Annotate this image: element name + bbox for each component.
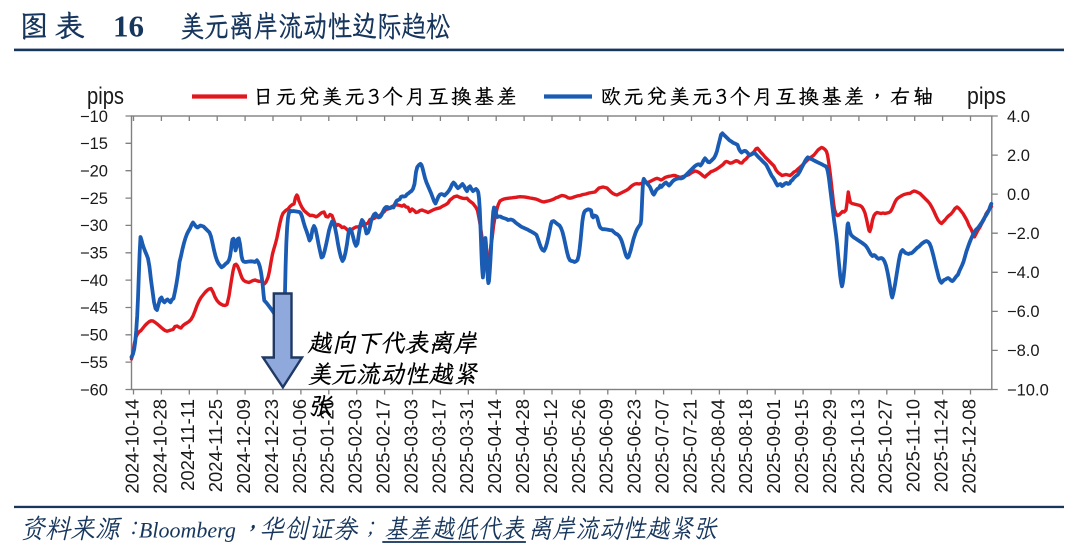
svg-text:2024-10-14: 2024-10-14 bbox=[121, 399, 142, 494]
svg-text:4.0: 4.0 bbox=[1007, 108, 1030, 126]
svg-text:−45: −45 bbox=[80, 299, 108, 317]
svg-text:−20: −20 bbox=[80, 163, 108, 181]
svg-text:2024-11-25: 2024-11-25 bbox=[205, 399, 226, 492]
svg-text:2025-09-01: 2025-09-01 bbox=[763, 399, 784, 494]
svg-text:2025-09-29: 2025-09-29 bbox=[819, 399, 840, 494]
svg-text:−15: −15 bbox=[80, 135, 108, 153]
svg-text:2024-11-11: 2024-11-11 bbox=[177, 399, 198, 491]
svg-text:Bloomberg: Bloomberg bbox=[139, 518, 236, 543]
svg-text:pips: pips bbox=[967, 83, 1006, 110]
svg-text:2025-08-04: 2025-08-04 bbox=[707, 399, 728, 494]
svg-text:2025-07-21: 2025-07-21 bbox=[679, 399, 700, 494]
svg-text:−10.0: −10.0 bbox=[1007, 381, 1049, 399]
svg-text:2025-12-08: 2025-12-08 bbox=[958, 399, 979, 494]
svg-text:−6.0: −6.0 bbox=[1007, 303, 1040, 321]
svg-text:2025-03-31: 2025-03-31 bbox=[456, 399, 477, 494]
svg-text:2025-06-23: 2025-06-23 bbox=[624, 399, 645, 494]
svg-text:2025-08-18: 2025-08-18 bbox=[735, 399, 756, 494]
svg-text:2025-11-10: 2025-11-10 bbox=[903, 399, 924, 492]
svg-text:−2.0: −2.0 bbox=[1007, 225, 1040, 243]
svg-text:−8.0: −8.0 bbox=[1007, 342, 1040, 360]
svg-text:2024-12-23: 2024-12-23 bbox=[261, 399, 282, 494]
svg-text:0.0: 0.0 bbox=[1007, 186, 1030, 204]
svg-text:−4.0: −4.0 bbox=[1007, 264, 1040, 282]
svg-text:−55: −55 bbox=[80, 354, 108, 372]
svg-text:2025-05-12: 2025-05-12 bbox=[540, 399, 561, 494]
svg-text:2024-12-09: 2024-12-09 bbox=[233, 399, 254, 494]
svg-text:2025-11-24: 2025-11-24 bbox=[930, 399, 951, 492]
svg-text:−30: −30 bbox=[80, 217, 108, 235]
svg-text:2025-01-20: 2025-01-20 bbox=[317, 399, 338, 494]
svg-text:−40: −40 bbox=[80, 272, 108, 290]
svg-text:2.0: 2.0 bbox=[1007, 147, 1030, 165]
svg-text:−25: −25 bbox=[80, 190, 108, 208]
svg-text:2025-02-17: 2025-02-17 bbox=[372, 399, 393, 494]
svg-text:2024-10-28: 2024-10-28 bbox=[149, 399, 170, 494]
svg-text:2025-05-26: 2025-05-26 bbox=[568, 399, 589, 494]
svg-text:2025-01-06: 2025-01-06 bbox=[289, 399, 310, 494]
svg-text:16: 16 bbox=[113, 9, 144, 44]
svg-text:−35: −35 bbox=[80, 245, 108, 263]
svg-text:2025-04-28: 2025-04-28 bbox=[512, 399, 533, 494]
svg-text:pips: pips bbox=[87, 83, 124, 110]
svg-text:2025-09-15: 2025-09-15 bbox=[791, 399, 812, 494]
svg-text:−60: −60 bbox=[80, 381, 108, 399]
svg-text:2025-10-27: 2025-10-27 bbox=[875, 399, 896, 494]
svg-text:−10: −10 bbox=[80, 108, 108, 126]
svg-text:−50: −50 bbox=[80, 327, 108, 345]
svg-text:2025-03-17: 2025-03-17 bbox=[428, 399, 449, 494]
svg-text:2025-06-09: 2025-06-09 bbox=[596, 399, 617, 494]
svg-text:2025-02-03: 2025-02-03 bbox=[345, 399, 366, 494]
svg-text:2025-10-13: 2025-10-13 bbox=[847, 399, 868, 494]
svg-text:2025-04-14: 2025-04-14 bbox=[484, 399, 505, 494]
svg-text:2025-03-03: 2025-03-03 bbox=[400, 399, 421, 494]
svg-text:2025-07-07: 2025-07-07 bbox=[651, 399, 672, 494]
